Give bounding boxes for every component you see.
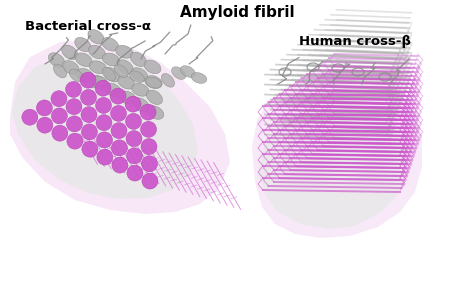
Circle shape [142, 173, 158, 189]
Ellipse shape [146, 90, 163, 104]
Ellipse shape [191, 72, 207, 83]
Circle shape [141, 156, 157, 172]
Circle shape [95, 97, 111, 113]
Circle shape [65, 81, 82, 98]
Polygon shape [252, 72, 422, 238]
Ellipse shape [146, 77, 161, 88]
Circle shape [81, 107, 97, 123]
Ellipse shape [75, 53, 92, 67]
Circle shape [141, 138, 157, 155]
Ellipse shape [145, 76, 162, 89]
Circle shape [52, 125, 68, 141]
Polygon shape [258, 102, 406, 229]
Ellipse shape [82, 76, 97, 88]
Ellipse shape [102, 53, 120, 66]
Circle shape [126, 131, 142, 147]
Circle shape [111, 140, 128, 156]
Polygon shape [12, 52, 198, 199]
Ellipse shape [114, 65, 128, 78]
Circle shape [96, 114, 112, 131]
Circle shape [66, 116, 82, 132]
Ellipse shape [54, 64, 66, 78]
Circle shape [96, 132, 112, 148]
Ellipse shape [133, 98, 149, 112]
Ellipse shape [181, 66, 195, 77]
Circle shape [66, 99, 82, 115]
Ellipse shape [88, 30, 104, 44]
Text: Human cross-β: Human cross-β [299, 36, 411, 49]
Ellipse shape [129, 71, 144, 82]
Circle shape [37, 117, 53, 133]
Ellipse shape [172, 67, 186, 80]
Circle shape [111, 123, 127, 139]
Ellipse shape [147, 106, 164, 119]
Ellipse shape [118, 76, 135, 89]
Ellipse shape [76, 69, 93, 81]
Ellipse shape [132, 83, 149, 96]
Ellipse shape [144, 60, 161, 74]
Polygon shape [10, 40, 230, 214]
Circle shape [51, 108, 67, 124]
Ellipse shape [130, 52, 146, 67]
Ellipse shape [75, 37, 91, 52]
Circle shape [140, 104, 156, 120]
Ellipse shape [118, 91, 136, 104]
Ellipse shape [89, 45, 105, 59]
Ellipse shape [104, 68, 120, 82]
Circle shape [22, 109, 38, 125]
Circle shape [36, 100, 53, 116]
Ellipse shape [102, 38, 118, 51]
Text: Bacterial cross-α: Bacterial cross-α [25, 19, 151, 32]
Circle shape [126, 113, 142, 129]
Circle shape [110, 105, 127, 121]
Ellipse shape [91, 75, 107, 90]
Circle shape [82, 124, 98, 140]
Circle shape [67, 133, 83, 149]
Ellipse shape [62, 61, 79, 74]
Circle shape [95, 80, 111, 96]
Circle shape [97, 149, 113, 165]
Ellipse shape [162, 74, 174, 87]
Circle shape [112, 157, 128, 173]
Ellipse shape [116, 45, 133, 58]
Ellipse shape [48, 53, 64, 67]
Circle shape [141, 121, 156, 137]
Circle shape [127, 165, 143, 181]
Ellipse shape [62, 45, 78, 60]
Ellipse shape [117, 60, 133, 74]
Ellipse shape [102, 67, 116, 81]
Circle shape [125, 96, 141, 112]
Ellipse shape [92, 76, 107, 87]
Circle shape [82, 141, 98, 157]
Circle shape [80, 72, 96, 88]
Circle shape [81, 89, 97, 105]
Circle shape [127, 148, 143, 164]
Circle shape [51, 91, 67, 107]
Ellipse shape [131, 68, 148, 81]
Ellipse shape [105, 83, 121, 97]
Text: Amyloid fibril: Amyloid fibril [180, 5, 294, 19]
Ellipse shape [89, 61, 107, 74]
Circle shape [110, 88, 126, 104]
Ellipse shape [69, 69, 83, 82]
